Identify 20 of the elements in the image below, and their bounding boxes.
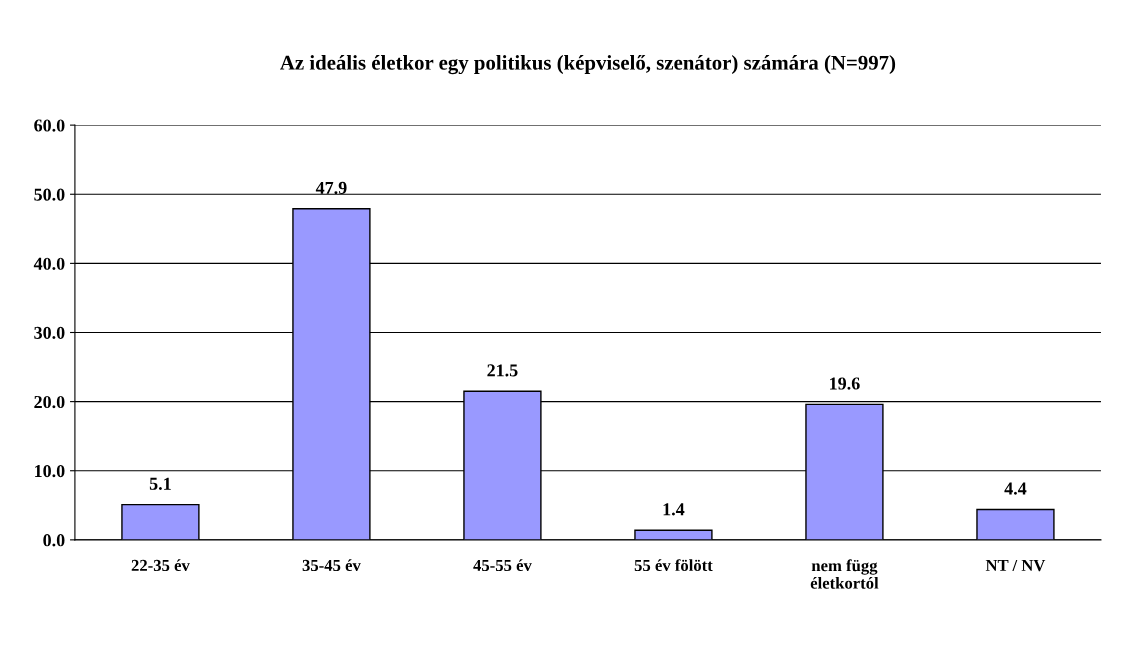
y-tick-label: 60.0	[34, 119, 65, 132]
x-tick-label: 45-55 év	[473, 559, 532, 572]
data-label: 5.1	[149, 477, 171, 490]
data-label: 21.5	[487, 364, 518, 377]
x-tick-label: 35-45 év	[302, 559, 361, 572]
y-tick-label: 0.0	[43, 534, 65, 547]
y-tick-label: 40.0	[33, 257, 65, 270]
chart-title: Az ideális életkor egy politikus (képviselő, szenátor) számára (N=997)	[280, 54, 896, 75]
data-label: 1.4	[663, 503, 685, 516]
y-tick-label: 50.0	[34, 188, 65, 201]
y-tick-label: 10.0	[35, 465, 65, 478]
y-tick-label: 20.0	[34, 395, 65, 409]
x-tick-label: nem függ életkortól	[810, 559, 879, 589]
data-label: 4.4	[1004, 482, 1027, 495]
data-label: 47.9	[315, 181, 347, 195]
data-label: 19.6	[830, 377, 860, 390]
y-tick-label: 30.0	[34, 326, 65, 340]
x-tick-label: 22-35 év	[131, 559, 190, 572]
x-tick-label: 55 év fölött	[634, 559, 713, 572]
x-tick-label: NT / NV	[985, 559, 1046, 572]
